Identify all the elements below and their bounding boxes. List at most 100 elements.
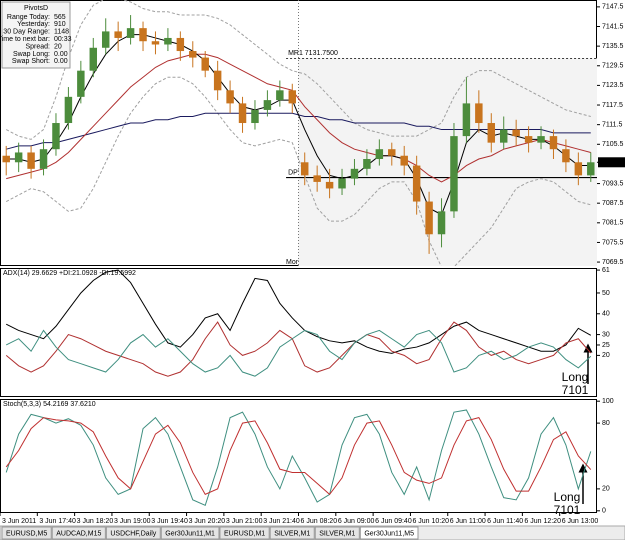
info-value: 00:33 bbox=[54, 36, 72, 43]
tab-label[interactable]: SILVER,M1 bbox=[274, 530, 310, 537]
indicator-line bbox=[5, 329, 592, 377]
candle-body bbox=[126, 28, 135, 38]
tab[interactable] bbox=[51, 526, 106, 540]
candle-body bbox=[325, 181, 334, 189]
info-value: 565 bbox=[54, 14, 66, 21]
x-tick-label: 3 Jun 21:40 bbox=[263, 518, 300, 525]
info-label: Spread: bbox=[25, 43, 50, 50]
y-tick-label: 7147.5 bbox=[602, 4, 624, 11]
info-label: Swap Long: bbox=[13, 51, 50, 58]
tab[interactable] bbox=[1, 526, 52, 540]
y-tick-label: 7141.5 bbox=[602, 23, 624, 30]
x-tick-label: 6 Jun 09:40 bbox=[375, 518, 412, 525]
panel-axis: 61 50 40 30 25 20 ADX(14) 29.6629 +DI:21.0928 … bbox=[0, 267, 610, 397]
trade-note: 7101 bbox=[562, 383, 589, 397]
y-tick-label: 7123.5 bbox=[602, 82, 624, 89]
candle-body bbox=[388, 149, 396, 156]
candle-body bbox=[89, 47, 98, 71]
candle-body bbox=[562, 149, 570, 163]
candle-body bbox=[437, 211, 446, 235]
candle-body bbox=[201, 57, 209, 71]
y-tick-label: 7105.5 bbox=[602, 141, 624, 148]
candle-body bbox=[450, 136, 458, 212]
indicator-line bbox=[5, 76, 591, 266]
session-shade bbox=[298, 58, 597, 266]
candle-body bbox=[189, 51, 197, 58]
y-tick-label: 25 bbox=[602, 342, 610, 349]
trade-note: Long bbox=[554, 490, 581, 504]
candle-body bbox=[39, 149, 48, 169]
x-tick-label: 3 Jun 17:40 bbox=[39, 518, 76, 525]
candle-body bbox=[524, 136, 533, 143]
price-label-box bbox=[598, 157, 625, 168]
candle-body bbox=[52, 123, 60, 150]
y-tick-label: 61 bbox=[602, 267, 610, 274]
y-tick-label: 100 bbox=[602, 398, 614, 405]
tab-label[interactable]: EURUSD,M5 bbox=[6, 530, 47, 537]
y-tick-label: 7075.5 bbox=[602, 239, 624, 246]
candle-body bbox=[27, 152, 35, 169]
tab[interactable] bbox=[314, 526, 360, 540]
y-tick-label: 20 bbox=[602, 352, 610, 359]
info-label: Time to next bar: bbox=[0, 36, 50, 43]
candle-body bbox=[276, 90, 284, 101]
candle-body bbox=[238, 103, 247, 124]
candle-body bbox=[487, 123, 496, 143]
tab-bar: EURUSD,M5 AUDCAD,M15 USDCHF,Daily Ger30Jun1… bbox=[0, 525, 625, 540]
indicator-title: Stoch(5,3,3) 54.2169 37.6210 bbox=[3, 401, 96, 408]
candle-body bbox=[263, 100, 272, 110]
candle-body bbox=[350, 168, 359, 179]
y-tick-label: 7117.5 bbox=[602, 102, 623, 109]
indicator-title: ADX(14) 29.6629 +DI:21.0928 -DI:19.5992 bbox=[3, 270, 136, 277]
x-tick-label: 3 Jun 18:20 bbox=[77, 518, 114, 525]
indicator-line bbox=[5, 417, 592, 496]
candle-body bbox=[587, 162, 595, 176]
candle-body bbox=[213, 70, 222, 91]
candle-body bbox=[251, 109, 259, 124]
pivot-label: MR1 7131.7500 bbox=[288, 50, 338, 57]
panel-plot bbox=[2, 0, 597, 266]
tab[interactable] bbox=[105, 526, 161, 540]
candle-body bbox=[176, 37, 185, 52]
y-tick-label: 7135.5 bbox=[602, 43, 624, 50]
candle-body bbox=[64, 96, 73, 124]
x-tick-label: 6 Jun 12:20 bbox=[524, 518, 561, 525]
x-tick-label: 3 Jun 19:00 bbox=[114, 518, 151, 525]
tab-label[interactable]: USDCHF,Daily bbox=[110, 530, 156, 537]
candle-body bbox=[512, 129, 520, 137]
tab-label[interactable]: EURUSD,M1 bbox=[224, 530, 265, 537]
y-tick-label: 50 bbox=[602, 290, 610, 297]
x-tick-label: 6 Jun 13:00 bbox=[562, 518, 599, 525]
y-tick-label: 80 bbox=[602, 420, 610, 427]
y-tick-label: 20 bbox=[602, 486, 610, 493]
panel-frame bbox=[0, 268, 597, 397]
x-tick-label: 6 Jun 11:40 bbox=[487, 518, 523, 525]
indicator-line bbox=[6, 53, 591, 183]
tab-label[interactable]: Ger30Jun11,M5 bbox=[364, 530, 414, 537]
candle-body bbox=[226, 90, 234, 104]
indicator-line bbox=[5, 409, 592, 507]
info-value: 20 bbox=[54, 43, 62, 50]
y-tick-label: 7093.5 bbox=[602, 180, 624, 187]
y-tick-label: 7111.5 bbox=[602, 122, 622, 129]
x-tick-label: 3 Jun 2011 bbox=[2, 518, 36, 525]
panel-frame bbox=[0, 399, 597, 513]
tab-label[interactable]: Ger30Jun11,M1 bbox=[165, 530, 215, 537]
tab[interactable] bbox=[160, 526, 220, 540]
y-tick-label: 0 bbox=[602, 508, 606, 515]
candle-body bbox=[425, 201, 433, 235]
tab-label[interactable]: SILVER,M1 bbox=[319, 530, 355, 537]
info-label: Range Today: bbox=[7, 14, 50, 21]
indicator-line bbox=[5, 321, 592, 377]
candle-body bbox=[288, 90, 297, 104]
tab[interactable] bbox=[219, 526, 270, 540]
tab-label[interactable]: AUDCAD,M15 bbox=[56, 530, 101, 537]
panel-plot bbox=[5, 269, 592, 377]
candle-body bbox=[475, 103, 483, 124]
candle-body bbox=[2, 155, 10, 163]
tab[interactable] bbox=[359, 526, 419, 540]
info-value: 0.00 bbox=[54, 51, 68, 58]
tab[interactable] bbox=[269, 526, 315, 540]
y-tick-label: 7129.5 bbox=[602, 63, 624, 70]
